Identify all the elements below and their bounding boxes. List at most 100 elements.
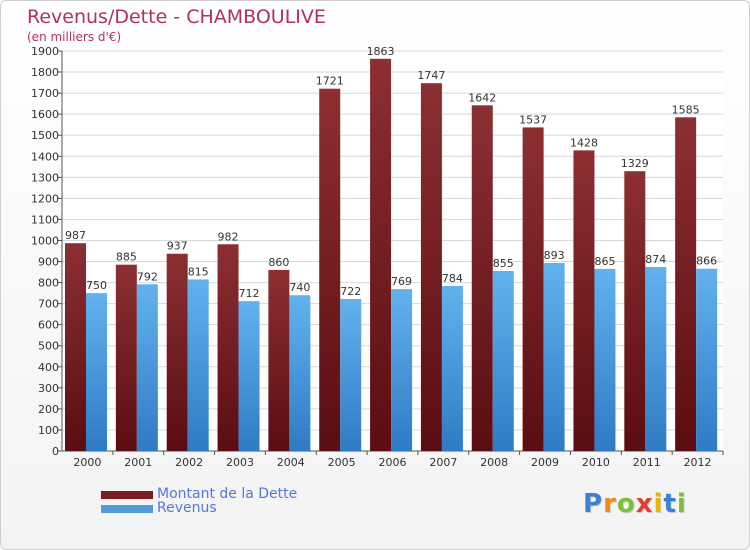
bar-debt [573,150,595,452]
data-label-revenue: 712 [239,287,260,300]
y-tick-label: 300 [38,382,59,395]
y-tick-label: 700 [38,298,59,311]
y-tick-label: 1700 [31,87,59,100]
legend-swatch-revenue [101,505,153,513]
data-label-debt: 1747 [417,69,445,82]
y-tick-label: 1800 [31,66,59,79]
y-tick-label: 1900 [31,45,59,58]
data-label-debt: 1537 [519,113,547,126]
x-tick-label: 2001 [124,456,152,469]
bar-debt [370,58,392,451]
data-label-debt: 1642 [468,91,496,104]
data-label-revenue: 893 [544,249,565,262]
bar-debt [675,117,697,451]
data-label-revenue: 769 [391,275,412,288]
data-label-revenue: 874 [645,253,666,266]
bar-revenue [441,285,463,451]
bar-revenue [136,284,158,451]
chart-subtitle: (en milliers d'€) [27,30,122,44]
logo-letter: x [635,489,654,519]
data-label-revenue: 722 [340,285,361,298]
y-tick-label: 800 [38,277,59,290]
logo-letter: P [583,489,604,519]
y-tick-label: 1400 [31,150,59,163]
data-label-revenue: 750 [86,279,107,292]
x-tick-label: 2004 [277,456,305,469]
bar-debt [268,269,290,451]
legend-swatch-debt [101,491,153,499]
y-tick-label: 0 [52,445,59,458]
bar-revenue [289,295,311,451]
bar-revenue [492,271,514,451]
logo-letter: t [663,489,677,519]
y-tick-label: 1100 [31,213,59,226]
bar-debt [65,243,86,451]
bar-revenue [340,299,362,451]
logo-letter: i [653,489,664,519]
proxiti-logo: Proxiti [583,489,687,519]
bar-revenue [543,263,565,451]
y-tick-label: 400 [38,361,59,374]
data-label-revenue: 784 [442,272,463,285]
y-tick-label: 200 [38,403,59,416]
x-tick-label: 2012 [684,456,712,469]
y-tick-label: 1300 [31,171,59,184]
x-tick-label: 2011 [633,456,661,469]
data-label-debt: 1428 [570,136,598,149]
data-label-debt: 1329 [621,157,649,170]
bar-revenue [645,267,667,451]
data-label-debt: 1585 [672,103,700,116]
bar-debt [420,83,442,452]
y-tick-label: 1600 [31,108,59,121]
y-tick-label: 1500 [31,129,59,142]
legend-label-revenue: Revenus [157,500,217,516]
y-tick-label: 1000 [31,234,59,247]
logo-letter: o [616,489,636,519]
bar-revenue [187,279,209,451]
data-label-revenue: 792 [137,270,158,283]
data-label-revenue: 866 [696,255,717,268]
y-tick-label: 900 [38,256,59,269]
y-tick-label: 600 [38,319,59,332]
x-tick-label: 2002 [175,456,203,469]
x-tick-label: 2005 [328,456,356,469]
x-tick-label: 2007 [429,456,457,469]
data-label-debt: 982 [218,230,239,243]
x-tick-label: 2008 [480,456,508,469]
bar-debt [166,253,188,451]
x-tick-label: 2009 [531,456,559,469]
chart-title: Revenus/Dette - CHAMBOULIVE [27,6,326,28]
data-label-revenue: 815 [188,265,209,278]
y-tick-label: 1200 [31,192,59,205]
data-label-debt: 860 [268,256,289,269]
bar-revenue [86,293,107,451]
x-tick-label: 2003 [226,456,254,469]
y-tick-label: 500 [38,340,59,353]
data-label-debt: 1863 [367,45,395,58]
x-tick-label: 2006 [379,456,407,469]
data-label-revenue: 865 [594,255,615,268]
data-label-debt: 987 [65,229,86,242]
x-tick-label: 2010 [582,456,610,469]
bar-debt [115,264,137,451]
bar-revenue [238,301,260,451]
bar-revenue [696,268,718,451]
bar-debt [319,88,341,452]
data-label-debt: 885 [116,251,137,264]
data-label-debt: 1721 [316,75,344,88]
bar-revenue [391,289,413,451]
data-label-revenue: 740 [289,281,310,294]
y-tick-label: 100 [38,424,59,437]
logo-letter: r [603,489,617,519]
bar-debt [522,127,544,451]
logo-letter: i [676,489,687,519]
data-label-revenue: 855 [493,257,514,270]
x-tick-label: 2000 [73,456,101,469]
bar-revenue [594,268,616,451]
legend-label-debt: Montant de la Dette [157,486,298,502]
data-label-debt: 937 [167,240,188,253]
bar-debt [217,244,239,451]
bar-debt [624,171,646,452]
